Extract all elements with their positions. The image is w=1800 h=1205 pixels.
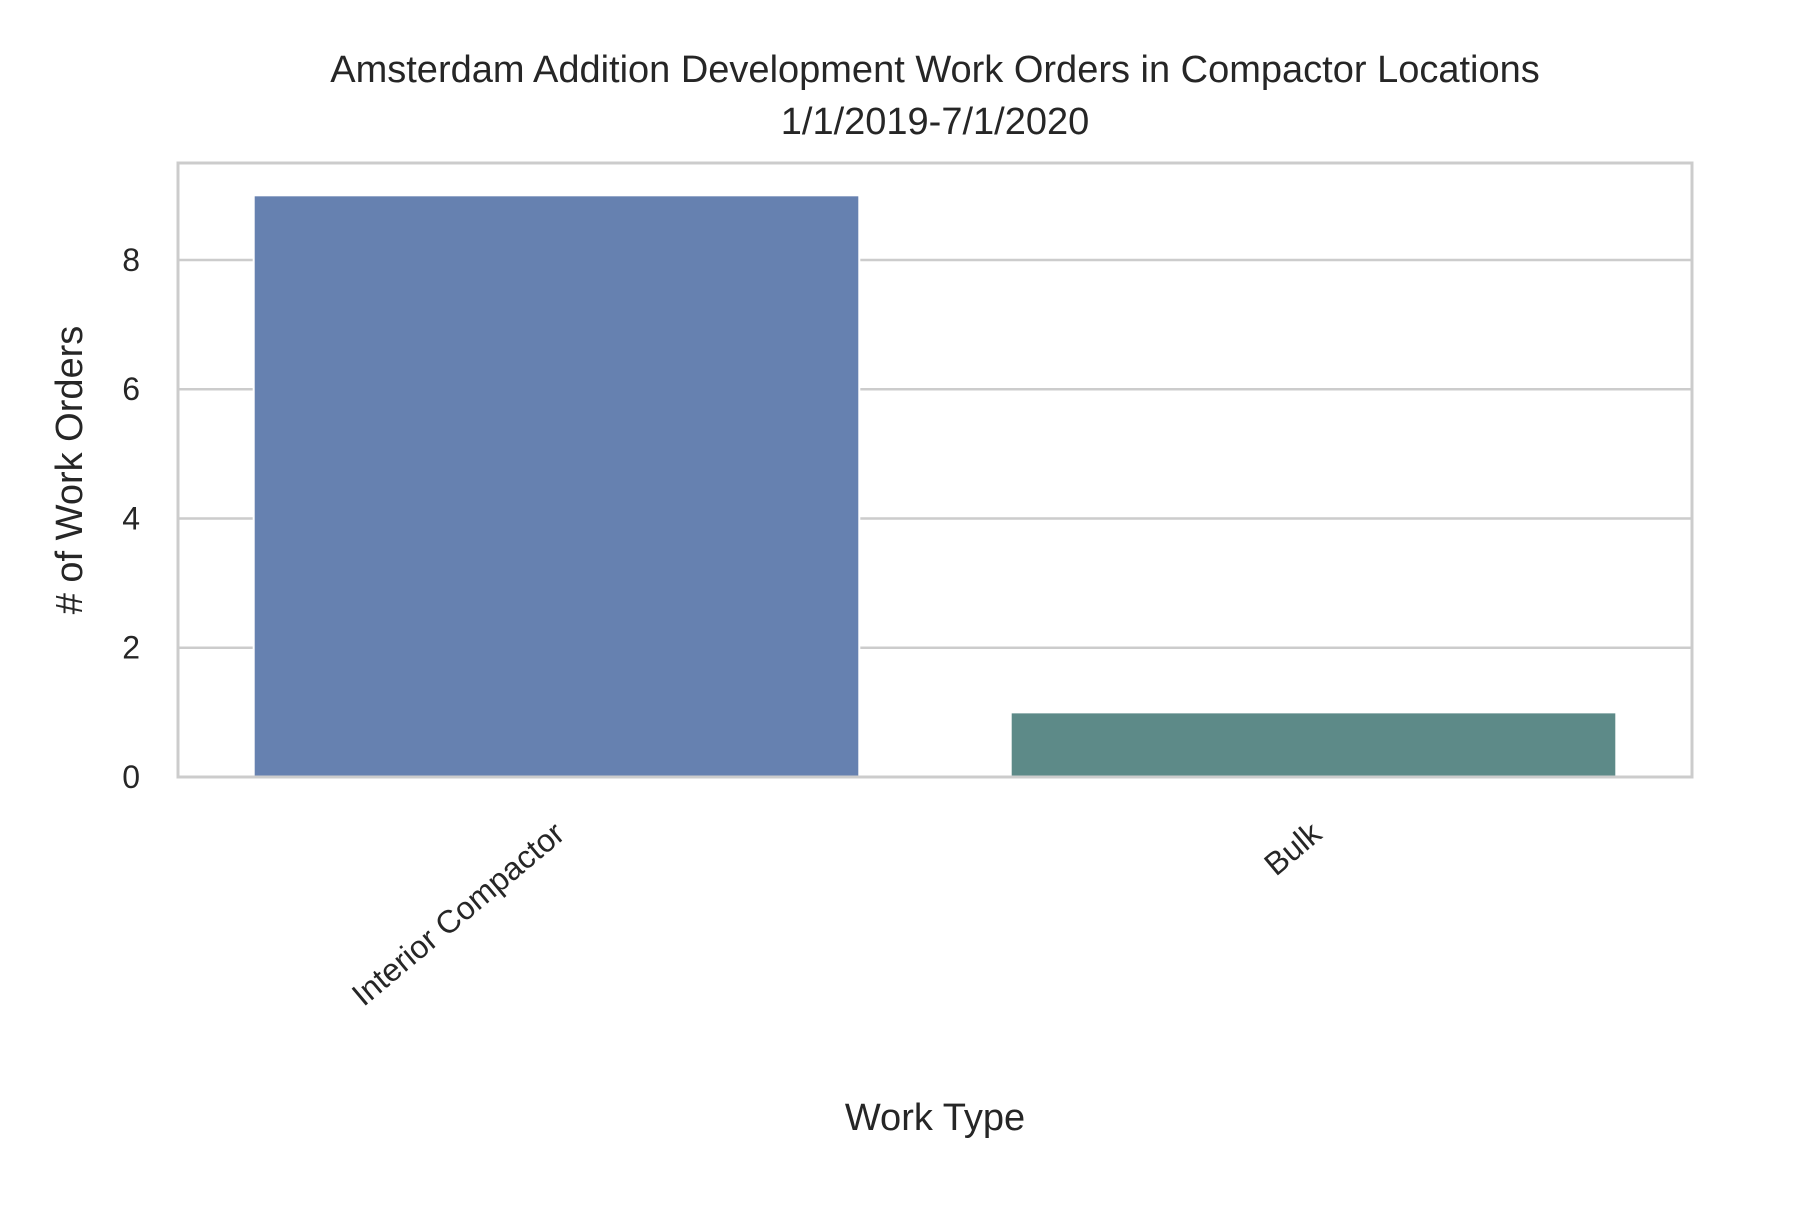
y-tick-label: 4: [122, 500, 140, 536]
x-axis-label: Work Type: [845, 1097, 1025, 1139]
y-axis-label: # of Work Orders: [49, 326, 91, 615]
y-tick-label: 0: [122, 759, 140, 795]
chart-title: Amsterdam Addition Development Work Orde…: [330, 49, 1540, 91]
chart-subtitle: 1/1/2019-7/1/2020: [781, 101, 1090, 143]
x-tick-label: Interior Compactor: [345, 815, 571, 1013]
y-tick-label: 8: [122, 242, 140, 278]
bar: [1009, 711, 1618, 778]
bar: [252, 194, 861, 778]
plot-frame: [176, 161, 1694, 779]
plot-area: 0 2 4 6 8 Interior Compactor Bulk: [122, 161, 1694, 1013]
y-tick-label: 2: [122, 630, 140, 666]
y-tick-label: 6: [122, 371, 140, 407]
x-tick-label: Bulk: [1257, 814, 1329, 882]
